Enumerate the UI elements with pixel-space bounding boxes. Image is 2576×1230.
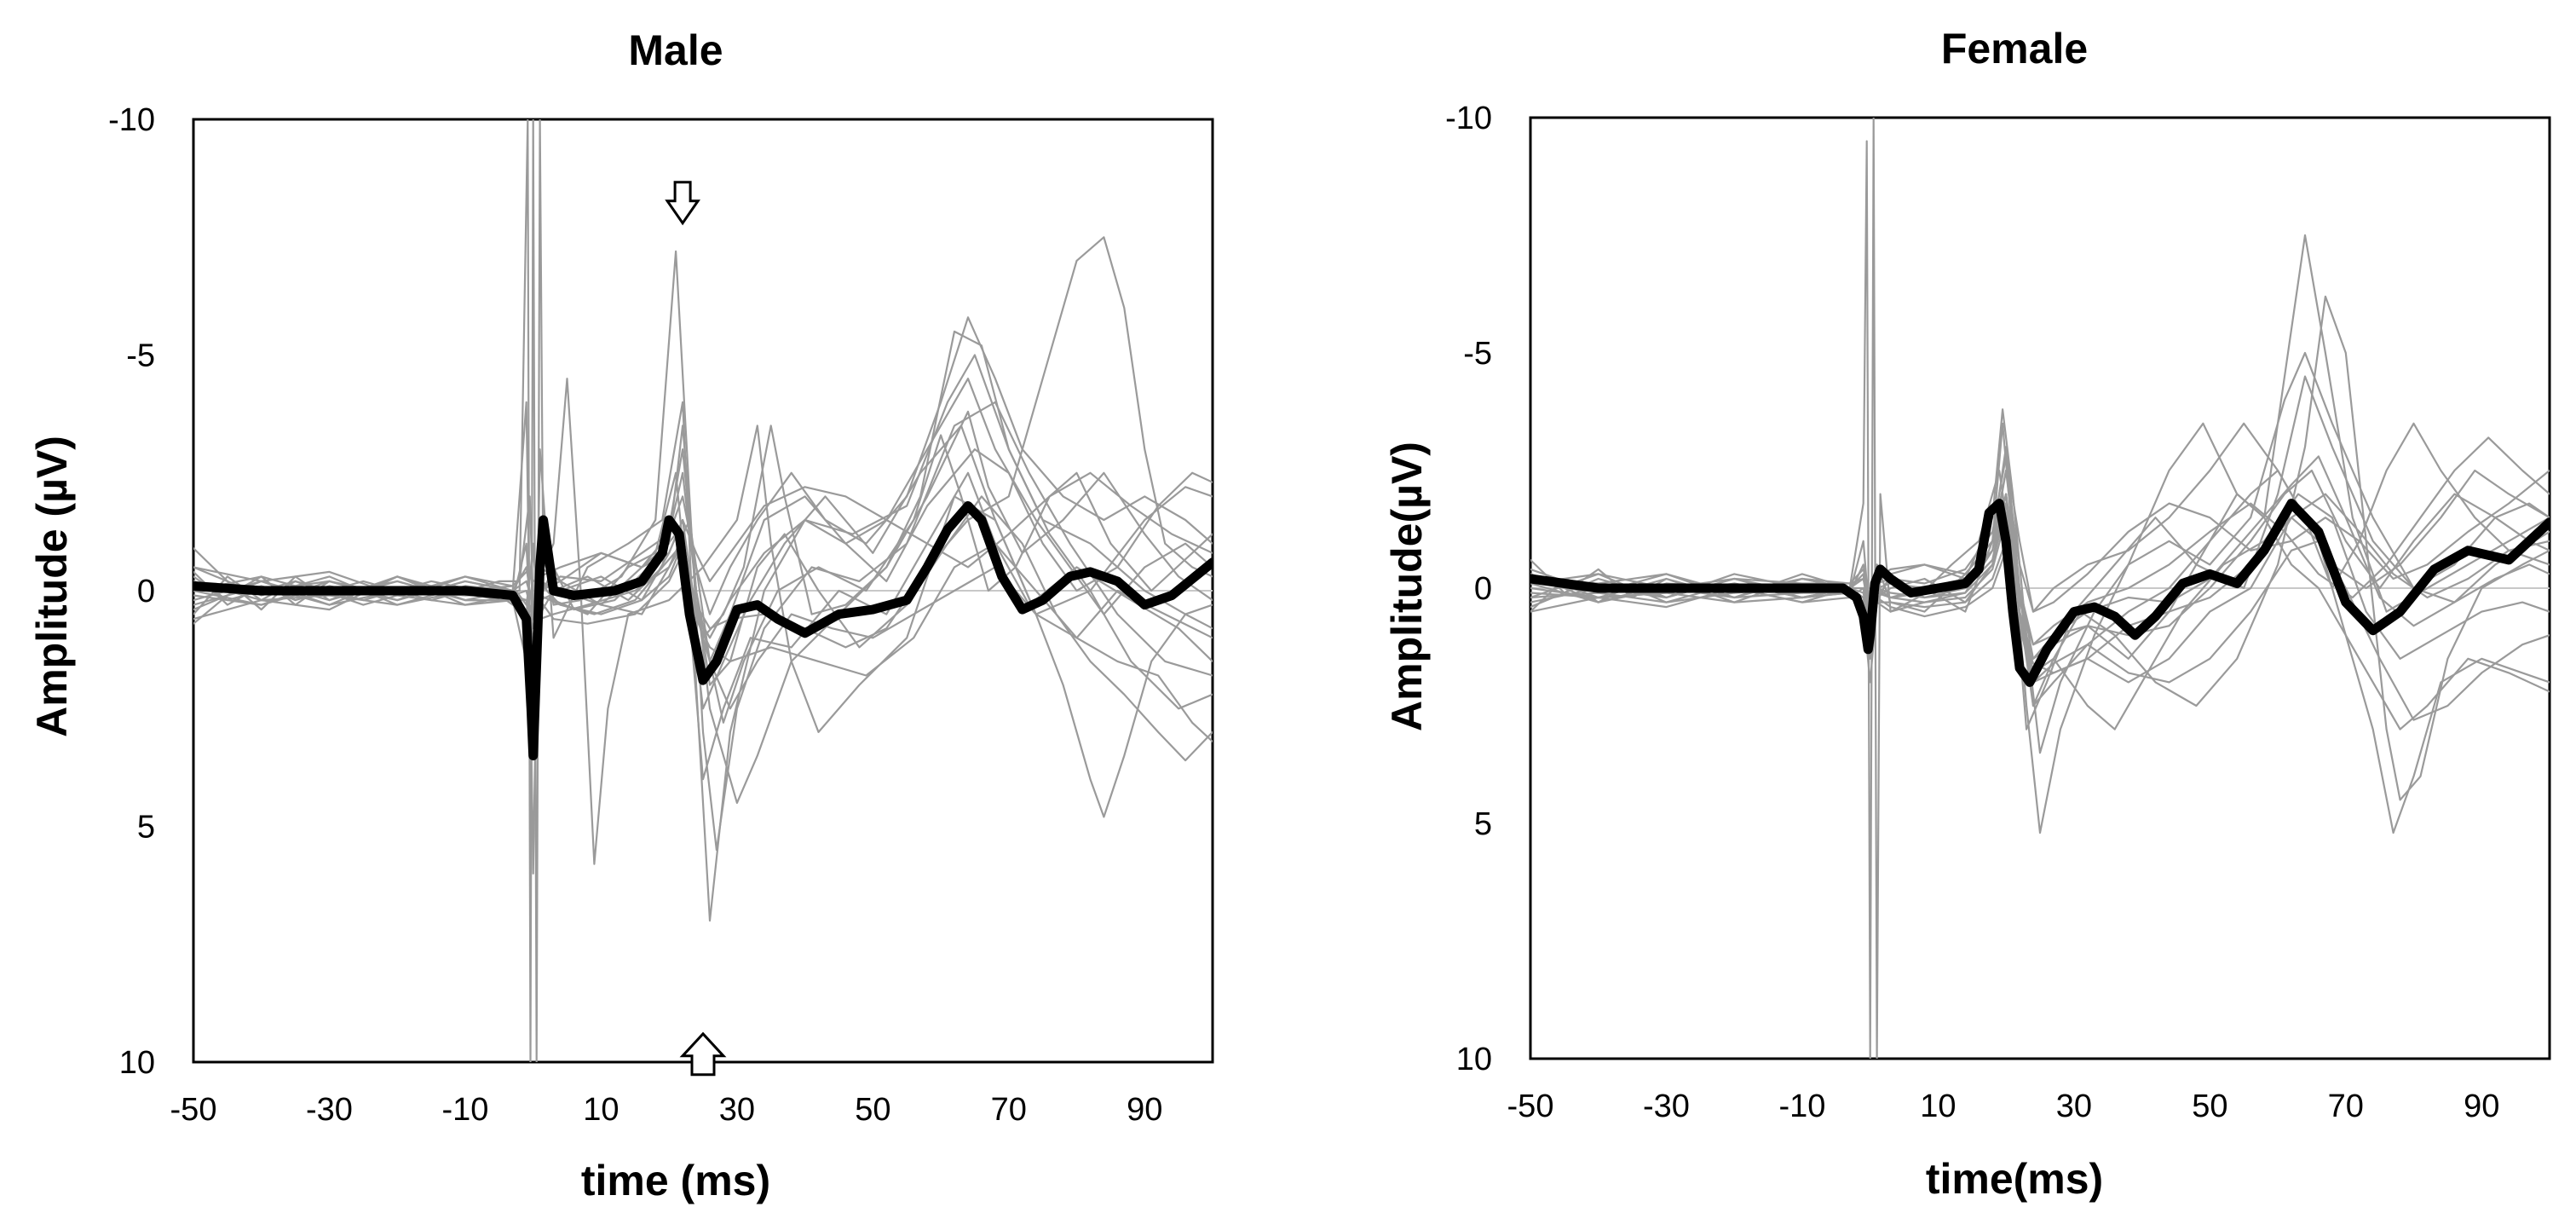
x-tick-label-male: 10 — [583, 1092, 619, 1128]
x-tick-label-female: 70 — [2328, 1089, 2364, 1124]
x-tick-label-male: -10 — [441, 1092, 488, 1128]
y-axis-label-male: Amplitude (µV) — [28, 436, 76, 737]
y-tick-label-female: -5 — [1463, 336, 1492, 372]
chart-title-female: Female — [1941, 25, 2088, 72]
x-tick-label-male: -50 — [170, 1092, 217, 1128]
y-tick-labels-male: -10 -5 0 5 10 — [108, 102, 155, 1081]
y-tick-label-female: -10 — [1445, 101, 1492, 136]
x-tick-label-female: 10 — [1920, 1089, 1956, 1124]
individual-trace-female — [1530, 118, 2550, 1059]
x-tick-label-male: -30 — [306, 1092, 353, 1128]
y-tick-label-male: -10 — [108, 102, 155, 138]
x-tick-label-female: 50 — [2192, 1089, 2227, 1124]
x-tick-label-female: 90 — [2464, 1089, 2499, 1124]
individual-trace-male — [193, 471, 1213, 597]
x-tick-label-male: 90 — [1127, 1092, 1162, 1128]
x-tick-labels-male: -50 -30 -10 10 30 50 70 90 — [170, 1092, 1163, 1128]
annotation-layer-male — [665, 181, 727, 1077]
individual-trace-male — [193, 250, 1213, 852]
x-axis-label-female: time(ms) — [1926, 1155, 2103, 1203]
y-tick-label-female: 10 — [1456, 1042, 1492, 1077]
y-tick-labels-female: -10 -5 0 5 10 — [1445, 101, 1492, 1077]
chart-male: Male time (ms) Amplitude (µV) -50 -30 -10 1… — [28, 26, 1214, 1204]
x-tick-label-male: 30 — [719, 1092, 755, 1128]
x-tick-label-female: -30 — [1643, 1089, 1690, 1124]
x-tick-label-female: -50 — [1507, 1089, 1554, 1124]
y-tick-label-male: 10 — [119, 1045, 155, 1081]
y-axis-label-female: Amplitude(µV) — [1383, 442, 1431, 731]
individual-trace-male — [193, 316, 1213, 615]
chart-female: Female time(ms) Amplitude(µV) -50 -30 -10 1… — [1383, 25, 2551, 1203]
arrow-down-annotation — [665, 181, 700, 226]
individual-trace-female — [1530, 469, 2550, 660]
x-tick-labels-female: -50 -30 -10 10 30 50 70 90 — [1507, 1089, 2500, 1124]
x-tick-label-female: -10 — [1778, 1089, 1825, 1124]
series-layer-female — [1530, 118, 2550, 1059]
individual-trace-male — [193, 542, 1213, 743]
y-tick-label-male: -5 — [126, 338, 155, 374]
x-tick-label-female: 30 — [2056, 1089, 2092, 1124]
grand-average-line-female — [1530, 499, 2550, 687]
y-tick-label-female: 5 — [1474, 806, 1492, 842]
x-tick-label-male: 70 — [991, 1092, 1027, 1128]
x-axis-label-male: time (ms) — [581, 1157, 770, 1204]
x-tick-label-male: 50 — [855, 1092, 890, 1128]
y-tick-label-male: 5 — [137, 810, 155, 846]
series-layer-male — [193, 119, 1213, 1062]
y-tick-label-female: 0 — [1474, 571, 1492, 607]
chart-title-male: Male — [628, 26, 723, 74]
grand-average-line-male — [193, 501, 1213, 761]
y-tick-label-male: 0 — [137, 574, 155, 609]
arrow-up-annotation — [679, 1031, 727, 1077]
